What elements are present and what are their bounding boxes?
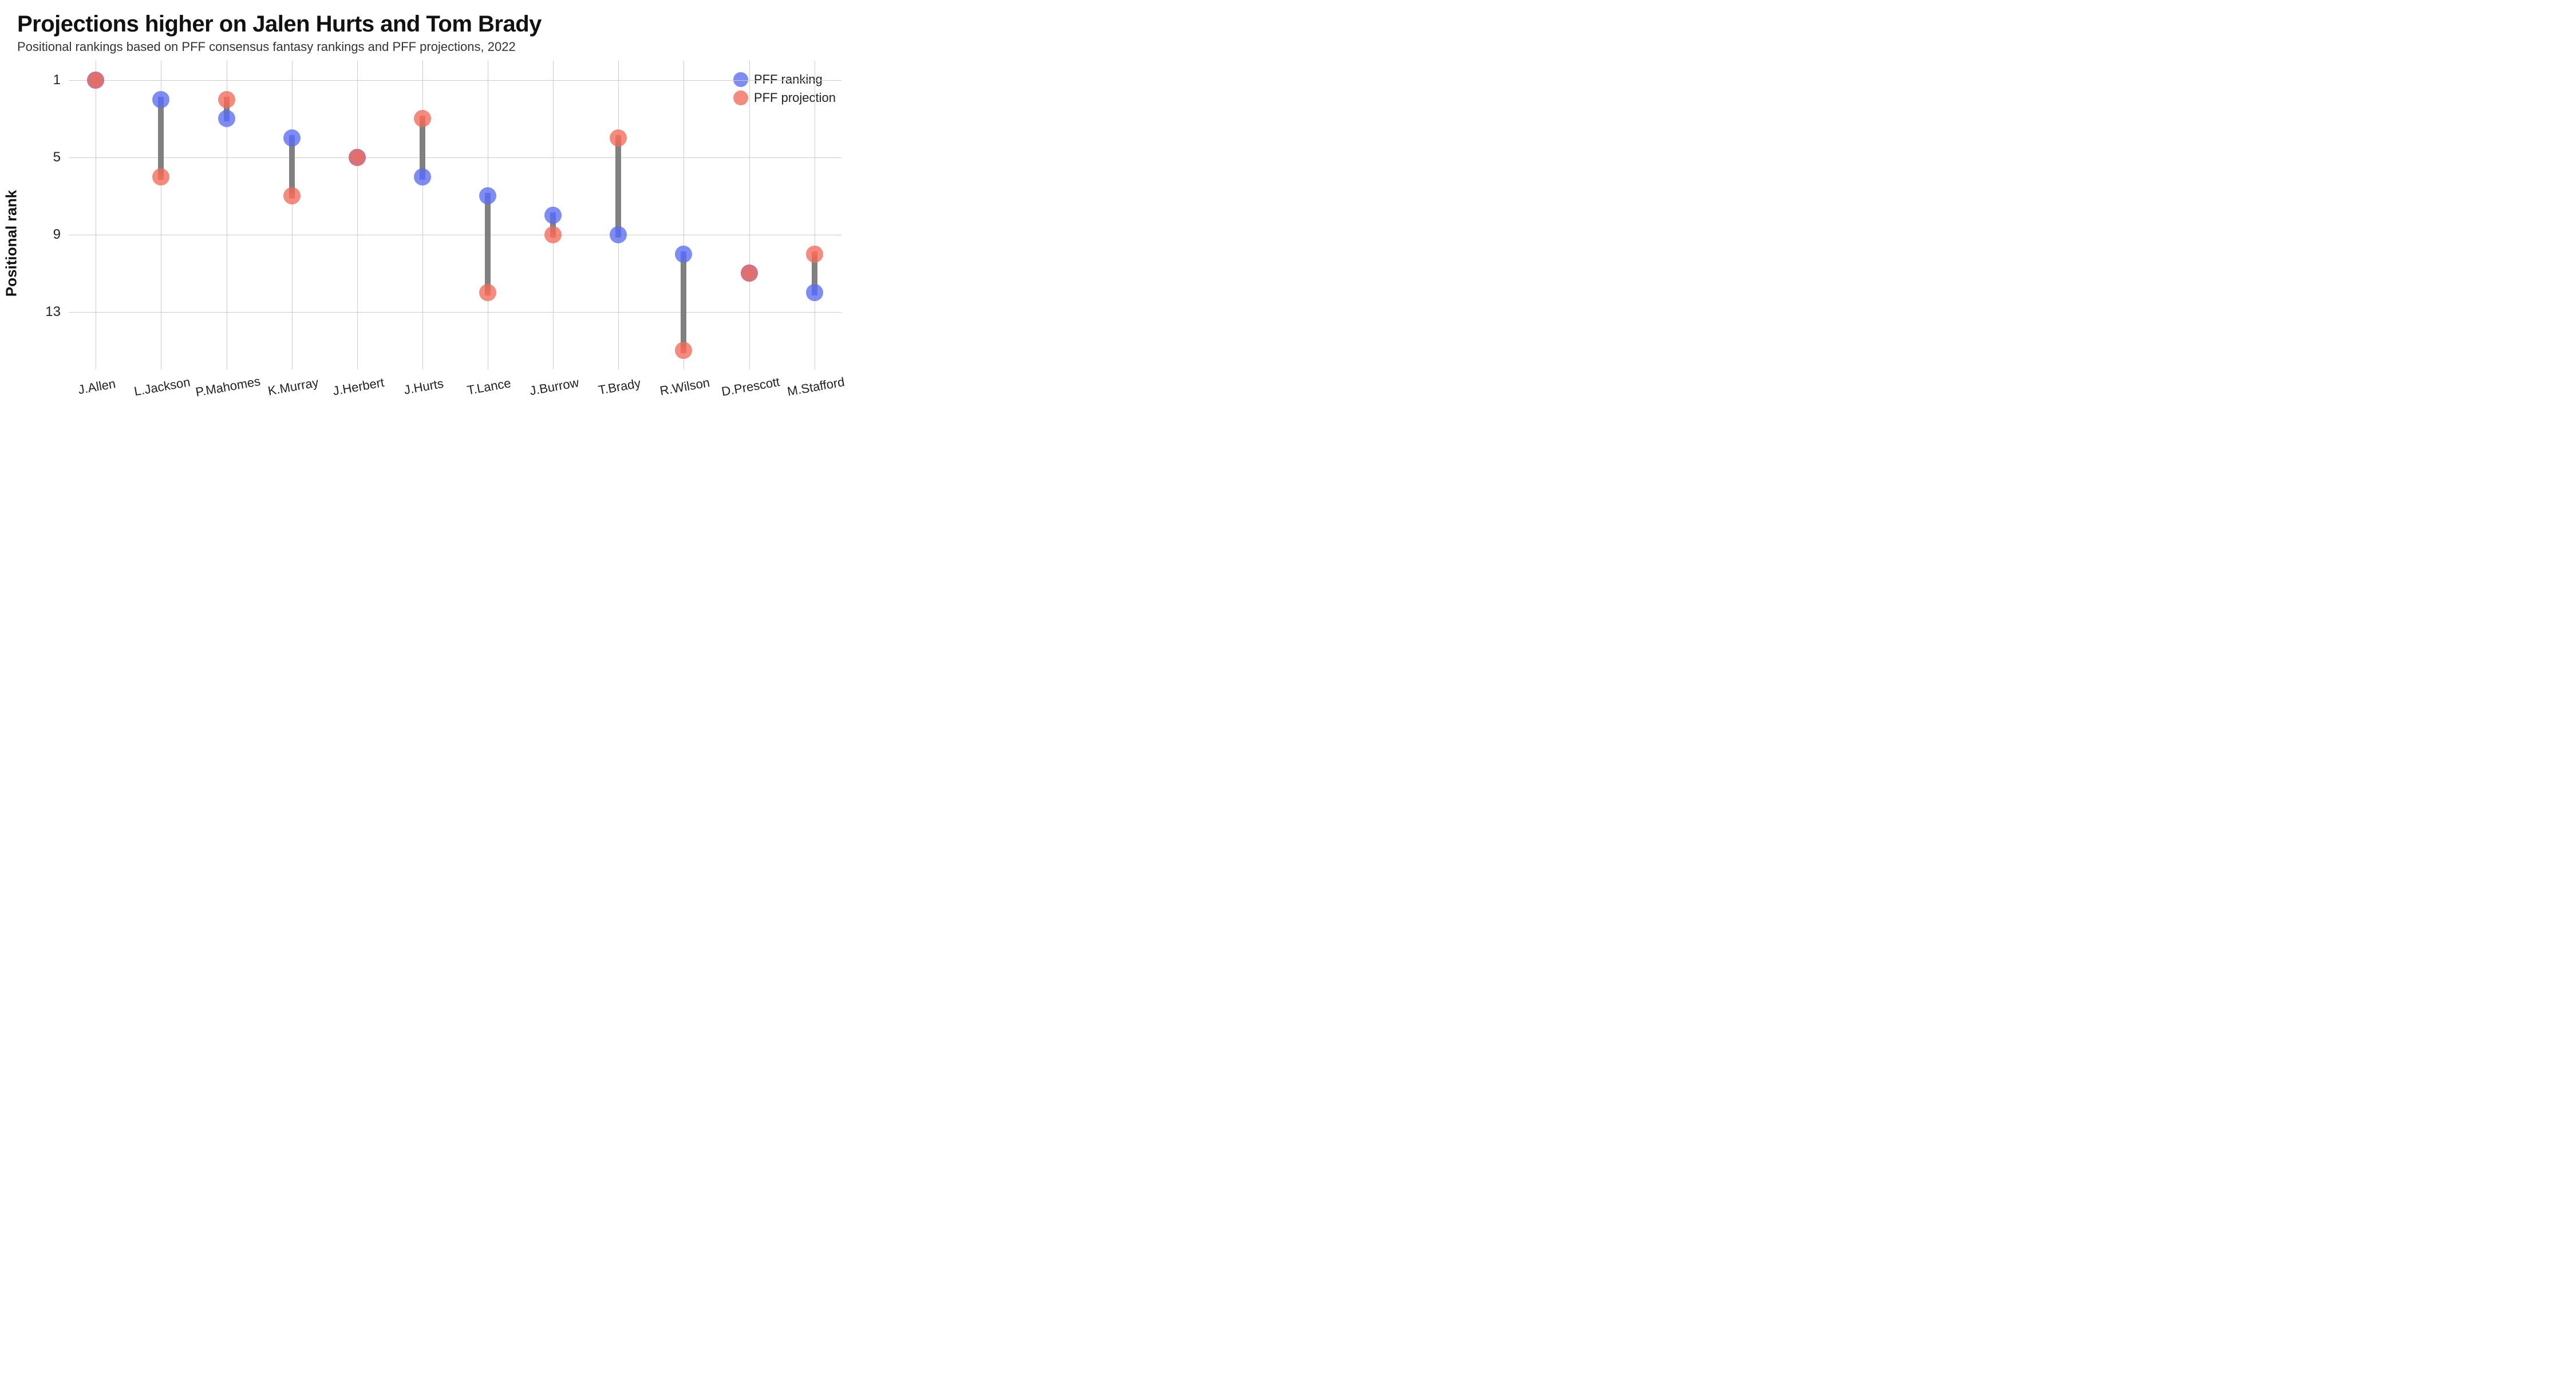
x-tick-label: J.Hurts: [403, 376, 445, 398]
x-tick-label: L.Jackson: [133, 374, 192, 399]
x-tick-label: D.Prescott: [720, 374, 781, 399]
legend-label: PFF projection: [754, 90, 836, 105]
chart-outer: Positional rank PFF rankingPFF projectio…: [17, 60, 841, 427]
projection-marker-core: [158, 174, 164, 180]
gridline-vertical: [749, 61, 750, 369]
ranking-marker-core: [158, 97, 164, 102]
projection-marker-core: [746, 270, 752, 276]
y-tick-label: 1: [53, 72, 61, 88]
projection-marker-core: [485, 290, 491, 295]
gridline-horizontal: [69, 80, 841, 81]
projection-marker-core: [93, 77, 98, 83]
projection-marker-core: [812, 251, 817, 257]
x-tick-label: M.Stafford: [786, 374, 846, 399]
chart-container: Projections higher on Jalen Hurts and To…: [0, 0, 859, 458]
gridline-vertical: [422, 61, 423, 369]
gridline-vertical: [292, 61, 293, 369]
x-tick-label: P.Mahomes: [194, 374, 261, 400]
projection-marker-core: [681, 348, 686, 353]
connector-line: [485, 196, 491, 293]
ranking-marker-core: [485, 193, 491, 199]
connector-line: [681, 254, 686, 351]
x-tick-label: T.Brady: [598, 376, 642, 398]
projection-marker-core: [224, 97, 230, 102]
gridline-horizontal: [69, 312, 841, 313]
chart-title: Projections higher on Jalen Hurts and To…: [17, 11, 841, 37]
legend-swatch-icon: [733, 90, 748, 105]
x-tick-label: J.Herbert: [331, 375, 385, 398]
ranking-marker-core: [224, 116, 230, 121]
x-tick-label: R.Wilson: [659, 375, 711, 398]
projection-marker-core: [615, 135, 621, 141]
projection-marker-core: [354, 155, 360, 160]
ranking-marker-core: [289, 135, 295, 141]
projection-marker-core: [550, 232, 556, 238]
y-tick-label: 5: [53, 149, 61, 165]
y-tick-label: 13: [45, 304, 61, 320]
y-axis-label: Positional rank: [3, 190, 21, 297]
ranking-marker-core: [615, 232, 621, 238]
ranking-marker-core: [420, 174, 425, 180]
projection-marker-core: [420, 116, 425, 121]
gridline-horizontal: [69, 157, 841, 158]
ranking-marker-core: [681, 251, 686, 257]
ranking-marker-core: [550, 212, 556, 218]
gridline-vertical: [357, 61, 358, 369]
plot-area: PFF rankingPFF projection 15913J.AllenL.…: [69, 60, 841, 369]
y-tick-label: 9: [53, 227, 61, 243]
x-tick-label: K.Murray: [267, 375, 319, 398]
projection-marker-core: [289, 193, 295, 199]
x-tick-label: J.Burrow: [528, 375, 580, 398]
connector-line: [158, 100, 164, 177]
ranking-marker-core: [812, 290, 817, 295]
x-tick-label: T.Lance: [466, 376, 512, 398]
chart-subtitle: Positional rankings based on PFF consens…: [17, 40, 841, 54]
connector-line: [615, 138, 621, 235]
x-tick-label: J.Allen: [77, 376, 117, 397]
